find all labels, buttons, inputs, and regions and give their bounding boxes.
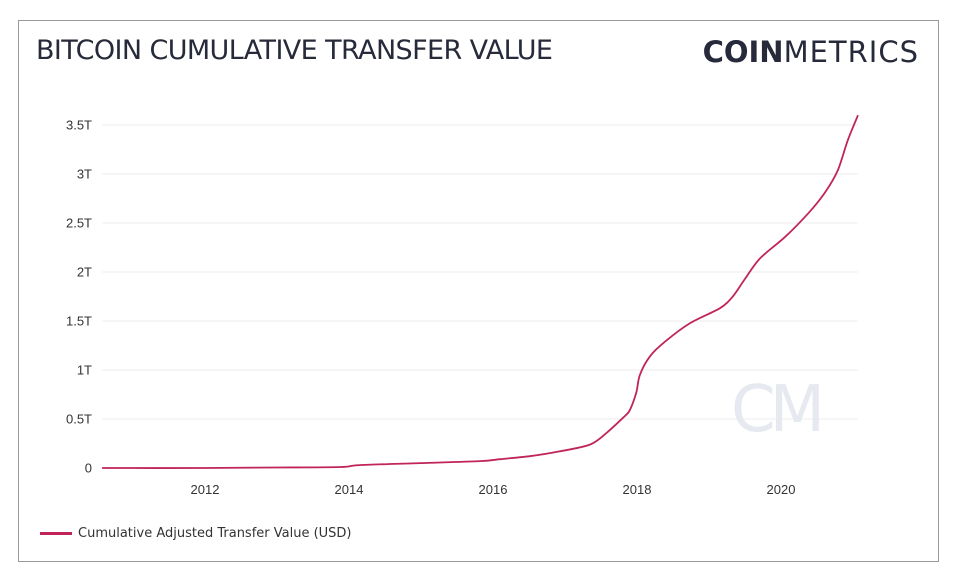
- series-group: [101, 114, 859, 469]
- y-tick-label: 1.5T: [66, 314, 92, 329]
- y-axis-ticks: 0 0.5T 1T 1.5T 2T 2.5T 3T 3.5T: [66, 118, 92, 476]
- legend-swatch: [40, 532, 72, 535]
- y-tick-label: 3T: [77, 167, 92, 182]
- chart-frame: [18, 20, 939, 562]
- x-tick-label: 2016: [479, 482, 508, 497]
- watermark-cm: CM: [731, 373, 819, 447]
- x-tick-label: 2020: [767, 482, 796, 497]
- chart-title: BITCOIN CUMULATIVE TRANSFER VALUE: [36, 35, 553, 66]
- legend-label: Cumulative Adjusted Transfer Value (USD): [78, 526, 352, 541]
- y-tick-label: 0: [85, 461, 92, 476]
- y-tick-label: 2.5T: [66, 216, 92, 231]
- x-tick-label: 2012: [191, 482, 220, 497]
- y-tick-label: 3.5T: [66, 118, 92, 133]
- x-tick-label: 2014: [335, 482, 364, 497]
- y-tick-label: 0.5T: [66, 412, 92, 427]
- grid-lines: [102, 124, 858, 420]
- legend: Cumulative Adjusted Transfer Value (USD): [40, 526, 352, 541]
- logo-coin: COIN: [702, 35, 784, 69]
- y-tick-label: 2T: [77, 265, 92, 280]
- x-tick-label: 2018: [623, 482, 652, 497]
- logo-metrics: METRICS: [783, 35, 919, 69]
- coinmetrics-logo: COINMETRICS: [703, 35, 919, 69]
- x-axis-ticks: 2012 2014 2016 2018 2020: [191, 482, 796, 497]
- series-line: [101, 114, 859, 469]
- y-tick-label: 1T: [77, 363, 92, 378]
